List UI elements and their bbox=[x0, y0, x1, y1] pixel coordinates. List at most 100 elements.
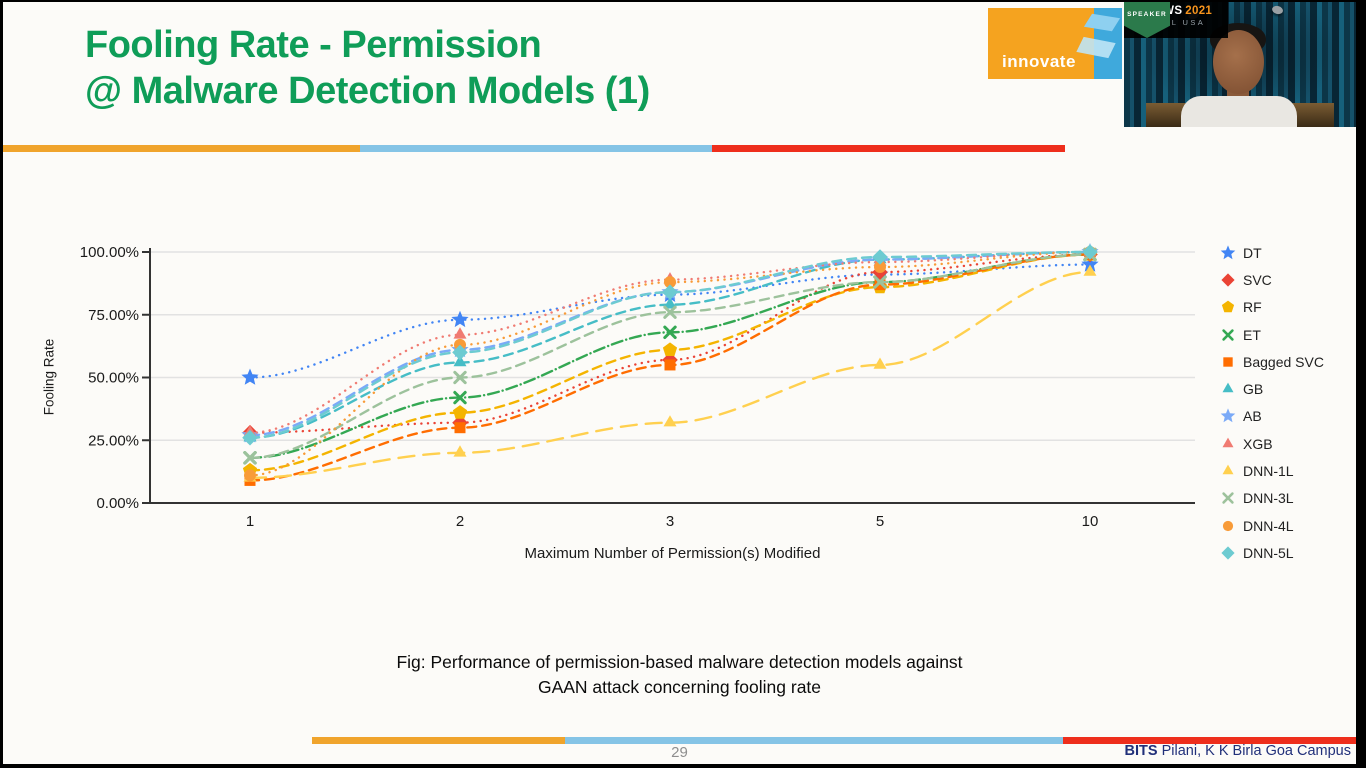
divider-segment-red bbox=[1063, 737, 1356, 744]
figure-caption-line1: Fig: Performance of permission-based mal… bbox=[396, 652, 963, 672]
x-marker bbox=[453, 390, 467, 405]
diamond-marker bbox=[662, 352, 678, 368]
star-marker bbox=[451, 340, 469, 358]
x-marker bbox=[243, 451, 257, 465]
triangle-marker bbox=[1083, 244, 1097, 256]
star-marker bbox=[451, 310, 469, 328]
legend-item-rf: RF bbox=[1219, 294, 1324, 321]
circle-marker bbox=[244, 469, 256, 482]
diamond-marker bbox=[242, 424, 258, 441]
square-marker bbox=[454, 422, 466, 434]
series-line-dnn-3l bbox=[248, 253, 1092, 460]
legend-label: AB bbox=[1243, 408, 1262, 425]
x-marker bbox=[663, 325, 677, 340]
diamond-legend-icon bbox=[1221, 546, 1235, 560]
circle-legend-icon bbox=[1222, 520, 1234, 531]
speaker-face bbox=[1213, 30, 1264, 94]
innovate-logo-orange-block bbox=[988, 8, 1094, 79]
diamond-marker bbox=[1221, 546, 1235, 560]
legend-label: ET bbox=[1243, 326, 1261, 343]
legend-item-svc: SVC bbox=[1219, 266, 1324, 293]
star-marker bbox=[661, 283, 679, 300]
divider-segment-gold bbox=[312, 737, 565, 744]
x-marker bbox=[453, 370, 467, 385]
x-marker bbox=[1222, 328, 1234, 341]
circle-marker bbox=[1222, 520, 1234, 531]
triangle-legend-icon bbox=[1222, 464, 1234, 475]
star-marker bbox=[661, 285, 679, 302]
series-line-ab bbox=[248, 250, 1092, 437]
x-tick-label: 10 bbox=[1082, 513, 1099, 530]
x-tick-label: 5 bbox=[876, 513, 884, 530]
pentagon-marker bbox=[872, 279, 888, 294]
x-marker bbox=[1222, 492, 1234, 505]
legend-item-dnn-1l: DNN-1L bbox=[1219, 457, 1324, 484]
square-marker bbox=[1223, 357, 1233, 367]
diamond-marker bbox=[1082, 244, 1098, 260]
legend-item-dt: DT bbox=[1219, 239, 1324, 266]
legend-label: DNN-5L bbox=[1243, 544, 1294, 561]
diamond-marker bbox=[872, 264, 888, 280]
square-marker bbox=[664, 359, 676, 371]
star-marker bbox=[871, 250, 889, 267]
x-marker bbox=[243, 451, 257, 465]
triangle-marker bbox=[1222, 437, 1234, 447]
legend-item-dnn-5l: DNN-5L bbox=[1219, 539, 1324, 566]
triangle-marker bbox=[1222, 464, 1234, 475]
series-line-dt bbox=[248, 263, 1092, 379]
pentagon-marker bbox=[1082, 247, 1098, 261]
triangle-marker bbox=[663, 415, 677, 427]
star-legend-icon bbox=[1220, 245, 1236, 259]
series-line-svc bbox=[248, 253, 1092, 434]
page-number: 29 bbox=[671, 744, 688, 761]
legend-label: DNN-1L bbox=[1243, 463, 1294, 480]
top-divider-bar bbox=[3, 145, 1065, 152]
diamond-marker bbox=[1221, 273, 1235, 287]
divider-segment-blue bbox=[565, 737, 1063, 744]
x-marker bbox=[873, 275, 887, 289]
square-marker bbox=[244, 474, 256, 486]
series-line-rf bbox=[248, 253, 1092, 472]
triangle-marker bbox=[243, 430, 257, 442]
legend-item-bagged-svc: Bagged SVC bbox=[1219, 348, 1324, 375]
triangle-marker bbox=[1222, 382, 1234, 393]
legend-item-ab: AB bbox=[1219, 403, 1324, 430]
star-marker bbox=[1220, 245, 1236, 259]
triangle-marker bbox=[873, 252, 887, 264]
triangle-marker bbox=[453, 354, 467, 367]
pentagon-marker bbox=[662, 342, 678, 356]
star-marker bbox=[241, 368, 259, 385]
figure-caption-line2: GAAN attack concerning fooling rate bbox=[537, 677, 822, 697]
diamond-marker bbox=[872, 249, 888, 265]
diamond-marker bbox=[1082, 246, 1098, 263]
star-marker bbox=[1220, 408, 1236, 423]
bottom-divider-bar bbox=[312, 737, 1356, 744]
legend-item-et: ET bbox=[1219, 321, 1324, 348]
triangle-marker bbox=[663, 272, 677, 284]
triangle-marker bbox=[873, 357, 887, 369]
legend-label: DT bbox=[1243, 244, 1262, 261]
triangle-marker bbox=[243, 470, 257, 482]
circle-marker bbox=[454, 338, 466, 351]
square-legend-icon bbox=[1223, 357, 1233, 367]
x-tick-label: 1 bbox=[246, 513, 254, 530]
series-line-et bbox=[248, 253, 1092, 460]
circle-marker bbox=[874, 261, 886, 274]
x-legend-icon bbox=[1222, 328, 1234, 341]
divider-segment-red bbox=[712, 145, 1065, 152]
triangle-marker bbox=[243, 425, 257, 437]
legend-label: XGB bbox=[1243, 435, 1273, 452]
slide-title-line2: @ Malware Detection Models (1) bbox=[85, 70, 650, 112]
triangle-marker bbox=[1083, 244, 1097, 256]
triangle-marker bbox=[873, 254, 887, 266]
x-marker bbox=[1083, 247, 1097, 262]
y-tick-label: 0.00% bbox=[96, 495, 139, 512]
circle-marker bbox=[1084, 246, 1096, 258]
x-axis-title: Maximum Number of Permission(s) Modified bbox=[524, 545, 821, 562]
legend-label: Bagged SVC bbox=[1243, 353, 1324, 370]
diamond-marker bbox=[662, 284, 678, 300]
figure-caption: Fig: Performance of permission-based mal… bbox=[3, 650, 1356, 700]
legend-label: DNN-4L bbox=[1243, 517, 1294, 534]
diamond-legend-icon bbox=[1221, 273, 1235, 287]
pentagon-marker bbox=[452, 405, 468, 419]
